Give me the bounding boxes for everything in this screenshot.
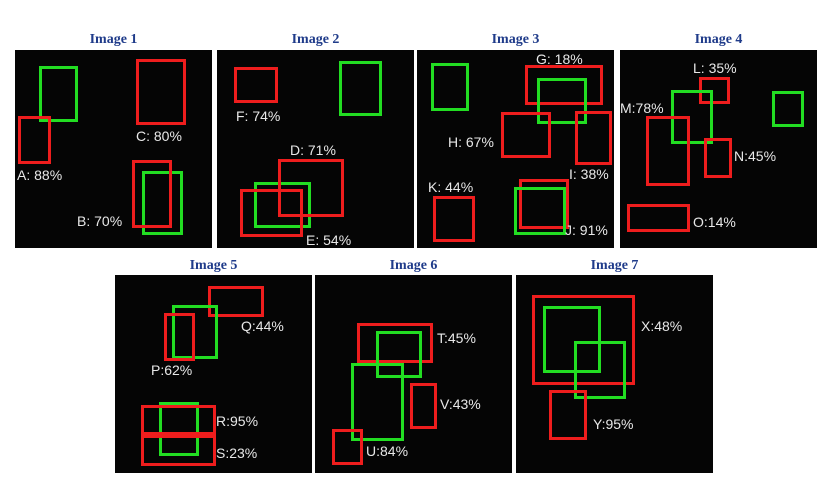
predicted-box <box>501 112 551 158</box>
detection-label: S:23% <box>216 445 258 461</box>
predicted-box <box>240 189 303 237</box>
image-panel: Q:44% P:62% R:95% S:23% <box>115 275 312 473</box>
ground-truth-box <box>254 182 311 228</box>
detection-label: I: 38% <box>569 166 609 182</box>
detection-label: H: 67% <box>448 134 494 150</box>
predicted-box <box>704 138 732 178</box>
detection-label: O:14% <box>693 214 736 230</box>
predicted-box <box>627 204 690 232</box>
ground-truth-box <box>142 171 183 235</box>
image-panel: F: 74% D: 71% E: 54% <box>217 50 414 248</box>
detection-label: D: 71% <box>290 142 336 158</box>
image-panel: A: 88% B: 70% C: 80% <box>15 50 212 248</box>
detection-label: G: 18% <box>536 51 583 67</box>
panel-title: Image 3 <box>491 32 540 47</box>
predicted-box <box>549 390 587 440</box>
predicted-box <box>18 116 51 164</box>
detection-label: U:84% <box>366 443 409 459</box>
predicted-box <box>332 429 363 465</box>
detection-label: B: 70% <box>77 213 123 229</box>
predicted-box <box>208 286 264 317</box>
panel-title: Image 4 <box>694 32 743 47</box>
predicted-box <box>357 323 433 363</box>
detection-label: F: 74% <box>236 108 281 124</box>
detection-label: C: 80% <box>136 128 182 144</box>
predicted-box <box>141 405 216 438</box>
ground-truth-box <box>431 63 469 111</box>
predicted-box <box>646 116 690 186</box>
ground-truth-box <box>537 78 587 124</box>
predicted-box <box>433 196 475 242</box>
ground-truth-box <box>39 66 78 122</box>
ground-truth-box <box>514 187 566 235</box>
detection-label: A: 88% <box>17 167 63 183</box>
predicted-box <box>278 159 344 217</box>
detection-label: M:78% <box>620 100 664 116</box>
predicted-box <box>410 383 437 429</box>
detection-label: R:95% <box>216 413 259 429</box>
ground-truth-box <box>772 91 804 127</box>
detection-label: J: 91% <box>565 222 608 238</box>
detection-label: P:62% <box>151 362 193 378</box>
image-panel: G: 18% H: 67% I: 38% K: 44% J: 91% <box>417 50 614 248</box>
ground-truth-box <box>574 341 626 399</box>
panel-title: Image 1 <box>89 32 138 47</box>
ground-truth-box <box>172 305 218 359</box>
ground-truth-box <box>543 306 601 373</box>
predicted-box <box>519 179 569 229</box>
panel-title: Image 6 <box>389 258 438 273</box>
panel-title: Image 7 <box>590 258 639 273</box>
predicted-box <box>164 313 195 361</box>
predicted-box <box>532 295 635 385</box>
panel-title: Image 2 <box>291 32 340 47</box>
detection-label: T:45% <box>437 330 476 346</box>
ground-truth-box <box>351 363 404 441</box>
panel-title: Image 5 <box>189 258 238 273</box>
detection-label: E: 54% <box>306 232 352 248</box>
detection-label: X:48% <box>641 318 683 334</box>
detection-label: Q:44% <box>241 318 284 334</box>
predicted-box <box>132 160 172 228</box>
image-panel: T:45% V:43% U:84% <box>315 275 512 473</box>
ground-truth-box <box>339 61 382 116</box>
predicted-box <box>141 432 216 466</box>
detection-label: L: 35% <box>693 60 737 76</box>
detection-label: K: 44% <box>428 179 474 195</box>
predicted-box <box>136 59 186 125</box>
predicted-box <box>234 67 278 103</box>
ground-truth-box <box>159 402 199 456</box>
image-panel: X:48% Y:95% <box>516 275 713 473</box>
detection-label: Y:95% <box>593 416 634 432</box>
predicted-box <box>575 111 612 165</box>
predicted-box <box>525 65 603 105</box>
image-panel: L: 35% M:78% N:45% O:14% <box>620 50 817 248</box>
detection-label: V:43% <box>440 396 481 412</box>
ground-truth-box <box>376 331 422 378</box>
detection-label: N:45% <box>734 148 777 164</box>
